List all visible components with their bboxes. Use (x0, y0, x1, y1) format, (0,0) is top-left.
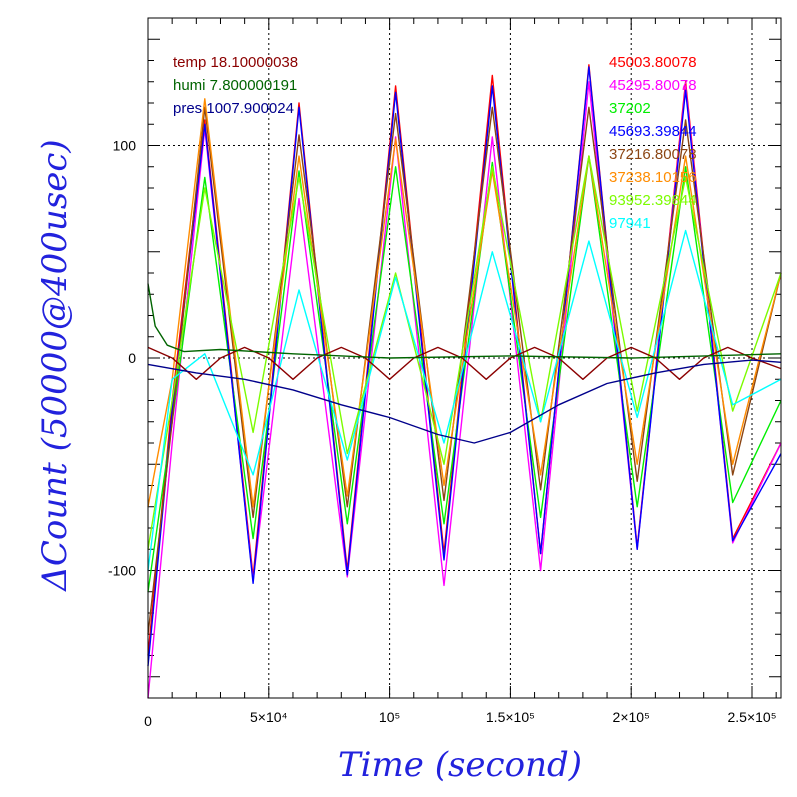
legend-left-entry: humi 7.800000191 (173, 77, 297, 94)
y-axis-title: ΔCount (50000@400usec) (35, 139, 75, 592)
x-axis-title: Time (second) (338, 745, 582, 785)
x-tick-label: 2.5×10⁵ (727, 709, 776, 725)
y-tick-label: 100 (113, 138, 137, 154)
series-line-7 (147, 155, 782, 550)
series-line-8 (147, 229, 782, 571)
legend-right-entry: 93952.39844 (609, 192, 697, 209)
legend-right-entry: 37238.10156 (609, 169, 697, 186)
legend-right-entry: 45003.80078 (609, 54, 697, 71)
legend-right-entry: 45693.39844 (609, 123, 697, 140)
legend-right: 45003.80078 45295.80078 37202 45693.39844 37… (609, 54, 697, 232)
series-line-10 (147, 283, 782, 359)
legend-left: temp 18.10000038 humi 7.800000191 pres 100… (173, 54, 298, 117)
x-tick-label: 2×10⁵ (613, 709, 650, 725)
legend-right-entry: 45295.80078 (609, 77, 697, 94)
x-tick-label: 10⁵ (379, 709, 400, 725)
legend-left-entry: pres 1007.900024 (173, 100, 294, 117)
series-line-6 (147, 98, 782, 508)
y-tick-label: 0 (128, 350, 136, 366)
x-tick-label: 1.5×10⁵ (486, 709, 535, 725)
y-tick-labels: -100 0 100 (108, 138, 136, 579)
x-tick-label: 0 (144, 713, 152, 729)
y-tick-label: -100 (108, 563, 136, 579)
x-tick-labels: 0 5×10⁴ 10⁵ 1.5×10⁵ 2×10⁵ 2.5×10⁵ (144, 709, 776, 729)
legend-left-entry: temp 18.10000038 (173, 54, 298, 71)
legend-right-entry: 97941 (609, 215, 651, 232)
plot-border (147, 17, 782, 699)
series-line-11 (147, 359, 782, 444)
x-tick-label: 5×10⁴ (250, 709, 288, 725)
legend-right-entry: 37216.80078 (609, 146, 697, 163)
legend-right-entry: 37202 (609, 100, 651, 117)
series-layer (147, 64, 782, 699)
series-line-5 (147, 106, 782, 635)
series-line-3 (147, 155, 782, 592)
